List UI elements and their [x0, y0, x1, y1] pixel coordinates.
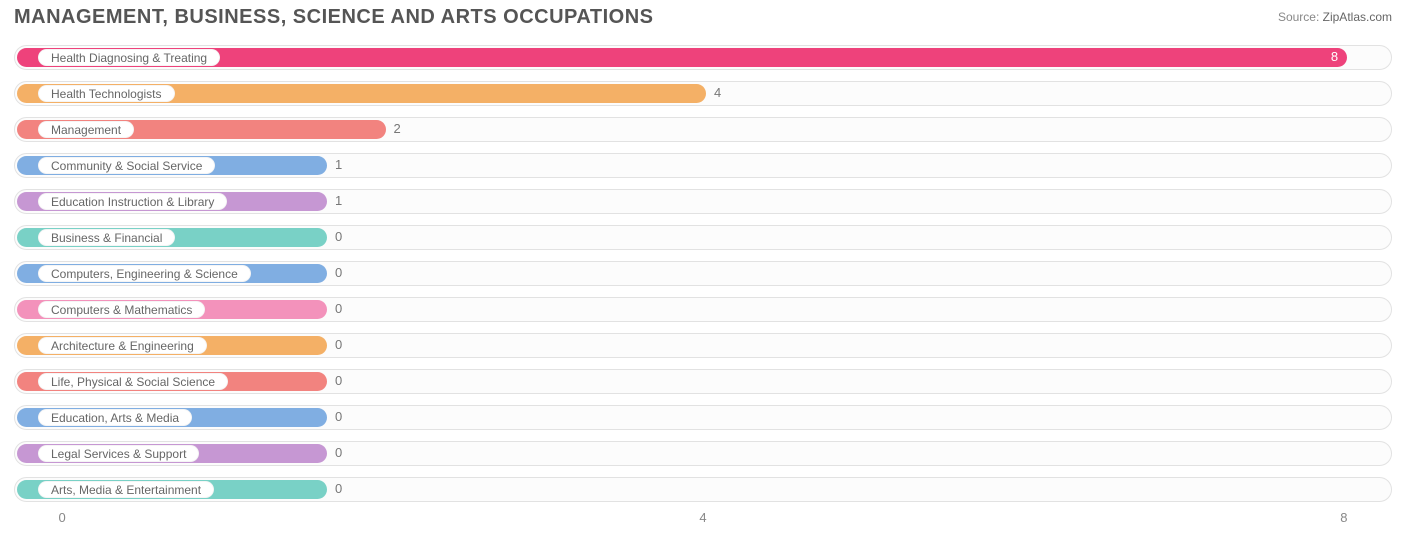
- bar-row: Computers, Engineering & Science 0: [14, 257, 1392, 290]
- bar-label: Health Diagnosing & Treating: [38, 49, 220, 66]
- bar-label: Community & Social Service: [38, 157, 215, 174]
- bar-value: 8: [1331, 49, 1338, 64]
- chart-source: Source: ZipAtlas.com: [1278, 6, 1392, 24]
- bar-value: 0: [335, 229, 342, 244]
- bar-label: Computers, Engineering & Science: [38, 265, 251, 282]
- bar-value: 4: [714, 85, 721, 100]
- bar-label: Education, Arts & Media: [38, 409, 192, 426]
- bar-label: Business & Financial: [38, 229, 175, 246]
- bar-row: Computers & Mathematics 0: [14, 293, 1392, 326]
- bar-row: Management 2: [14, 113, 1392, 146]
- chart-plot: Health Diagnosing & Treating 8 Health Tech…: [14, 41, 1392, 506]
- source-label: Source:: [1278, 10, 1319, 24]
- x-tick-label: 8: [1340, 510, 1347, 525]
- bar-label: Life, Physical & Social Science: [38, 373, 228, 390]
- bar-row: Health Diagnosing & Treating 8: [14, 41, 1392, 74]
- chart-area: Health Diagnosing & Treating 8 Health Tech…: [0, 33, 1406, 540]
- bar-value: 2: [394, 121, 401, 136]
- bar-label: Education Instruction & Library: [38, 193, 227, 210]
- bar-row: Education Instruction & Library 1: [14, 185, 1392, 218]
- chart-title: MANAGEMENT, BUSINESS, SCIENCE AND ARTS O…: [14, 6, 653, 29]
- source-site: ZipAtlas.com: [1323, 10, 1392, 24]
- bar-value: 0: [335, 337, 342, 352]
- x-tick-label: 0: [58, 510, 65, 525]
- bar-value: 1: [335, 193, 342, 208]
- bar-row: Education, Arts & Media 0: [14, 401, 1392, 434]
- bar-label: Management: [38, 121, 134, 138]
- bar-value: 0: [335, 481, 342, 496]
- bar-row: Arts, Media & Entertainment 0: [14, 473, 1392, 506]
- bar-row: Life, Physical & Social Science 0: [14, 365, 1392, 398]
- bar-value: 0: [335, 265, 342, 280]
- chart-header: MANAGEMENT, BUSINESS, SCIENCE AND ARTS O…: [0, 0, 1406, 33]
- bar-row: Architecture & Engineering 0: [14, 329, 1392, 362]
- bar-label: Architecture & Engineering: [38, 337, 207, 354]
- bar-row: Business & Financial 0: [14, 221, 1392, 254]
- x-axis: 0 4 8: [14, 510, 1392, 540]
- bar-value: 0: [335, 373, 342, 388]
- bar-label: Arts, Media & Entertainment: [38, 481, 214, 498]
- bar-value: 0: [335, 445, 342, 460]
- bar-label: Legal Services & Support: [38, 445, 199, 462]
- bar-label: Computers & Mathematics: [38, 301, 205, 318]
- bar-row: Legal Services & Support 0: [14, 437, 1392, 470]
- bar-row: Health Technologists 4: [14, 77, 1392, 110]
- bar-value: 0: [335, 409, 342, 424]
- x-tick-label: 4: [699, 510, 706, 525]
- bar-label: Health Technologists: [38, 85, 175, 102]
- bar-value: 1: [335, 157, 342, 172]
- bar-value: 0: [335, 301, 342, 316]
- bar-row: Community & Social Service 1: [14, 149, 1392, 182]
